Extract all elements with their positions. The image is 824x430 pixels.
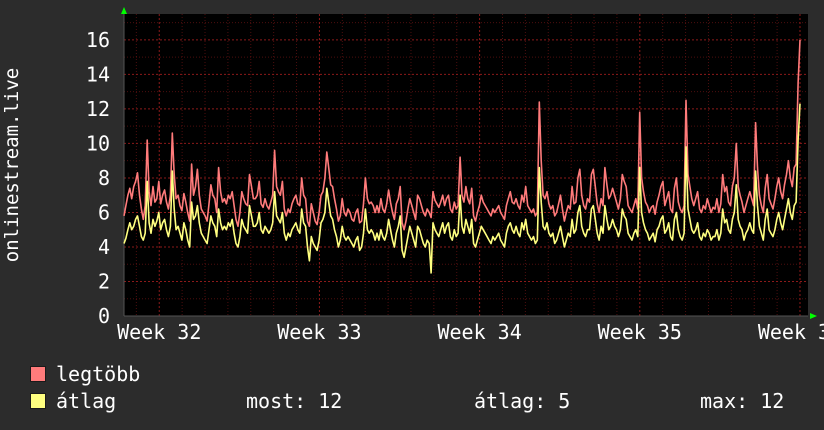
- y-axis-arrow-icon: [121, 7, 127, 14]
- y-axis-label: onlinestream.live: [1, 68, 23, 262]
- y-tick-label: 2: [98, 269, 110, 293]
- x-tick-label: Week 36: [758, 320, 824, 344]
- legend-label-avg: átlag: [56, 389, 117, 413]
- y-tick-label: 8: [98, 166, 110, 190]
- stat-current: most: 12: [246, 389, 343, 413]
- y-tick-label: 14: [86, 62, 110, 86]
- series: [123, 39, 801, 274]
- stat-average: átlag: 5: [474, 389, 571, 413]
- x-tick-label: Week 35: [598, 320, 682, 344]
- x-tick-label: Week 32: [117, 320, 201, 344]
- series-line-avg: [123, 103, 801, 274]
- y-tick-label: 12: [86, 97, 110, 121]
- y-tick-label: 0: [98, 304, 110, 328]
- series-line-max: [123, 39, 801, 231]
- y-tick-label: 6: [98, 200, 110, 224]
- legend-item-avg: átlag: [30, 389, 116, 413]
- y-tick-label: 16: [86, 28, 110, 52]
- axes: [121, 7, 817, 319]
- plot-area: [124, 14, 808, 316]
- y-tick-label: 10: [86, 131, 110, 155]
- legend-swatch-max: [30, 366, 46, 382]
- stat-max: max: 12: [700, 389, 785, 413]
- x-axis-arrow-icon: [810, 313, 817, 319]
- x-tick-label: Week 34: [437, 320, 521, 344]
- legend-label-max: legtöbb: [56, 362, 141, 386]
- y-tick-labels: 0 2 4 6 8 10 12 14 16: [86, 28, 110, 328]
- x-tick-labels: Week 32 Week 33 Week 34 Week 35 Week 36: [117, 320, 824, 344]
- legend-item-max: legtöbb: [30, 362, 140, 386]
- x-tick-label: Week 33: [277, 320, 361, 344]
- y-tick-label: 4: [98, 235, 110, 259]
- legend-swatch-avg: [30, 393, 46, 409]
